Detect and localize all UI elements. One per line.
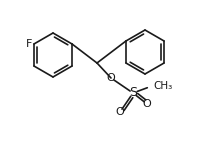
Text: CH₃: CH₃: [153, 81, 172, 91]
Text: O: O: [143, 99, 151, 109]
Text: S: S: [129, 87, 137, 99]
Text: O: O: [107, 73, 115, 83]
Text: O: O: [116, 107, 124, 117]
Text: F: F: [26, 39, 32, 49]
